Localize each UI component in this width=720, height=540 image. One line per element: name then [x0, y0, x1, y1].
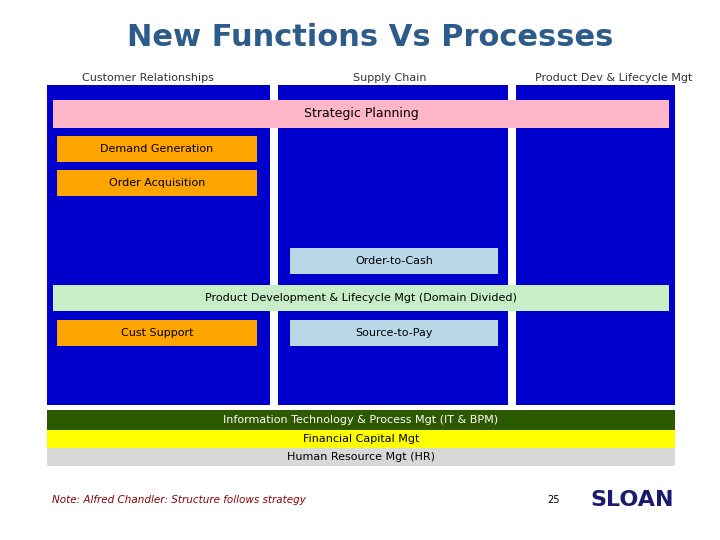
Text: 25: 25	[548, 495, 560, 505]
Text: Human Resource Mgt (HR): Human Resource Mgt (HR)	[287, 452, 435, 462]
Bar	[508, 85, 516, 405]
Text: Order Acquisition: Order Acquisition	[109, 178, 205, 188]
Text: Financial Capital Mgt: Financial Capital Mgt	[303, 434, 419, 444]
Text: Note: Alfred Chandler: Structure follows strategy: Note: Alfred Chandler: Structure follows…	[52, 495, 306, 505]
Bar	[57, 320, 257, 346]
Text: SLOAN: SLOAN	[590, 490, 673, 510]
Text: Supply Chain: Supply Chain	[354, 73, 427, 83]
Bar	[57, 170, 257, 196]
Text: Strategic Planning: Strategic Planning	[304, 107, 418, 120]
Text: New Functions Vs Processes: New Functions Vs Processes	[127, 24, 613, 52]
Text: Product Development & Lifecycle Mgt (Domain Divided): Product Development & Lifecycle Mgt (Dom…	[205, 293, 517, 303]
Bar	[53, 100, 669, 128]
Bar	[57, 136, 257, 162]
Bar	[47, 448, 675, 466]
Text: Information Technology & Process Mgt (IT & BPM): Information Technology & Process Mgt (IT…	[223, 415, 498, 425]
Text: Source-to-Pay: Source-to-Pay	[355, 328, 433, 338]
Bar	[47, 430, 675, 448]
Bar	[47, 85, 675, 405]
Bar	[47, 410, 675, 430]
Text: Product Dev & Lifecycle Mgt: Product Dev & Lifecycle Mgt	[535, 73, 693, 83]
Text: Customer Relationships: Customer Relationships	[82, 73, 214, 83]
Bar	[270, 85, 278, 405]
Bar	[53, 285, 669, 311]
Bar	[290, 248, 498, 274]
Bar	[290, 320, 498, 346]
Text: Cust Support: Cust Support	[121, 328, 193, 338]
Text: Order-to-Cash: Order-to-Cash	[355, 256, 433, 266]
Text: Demand Generation: Demand Generation	[100, 144, 214, 154]
